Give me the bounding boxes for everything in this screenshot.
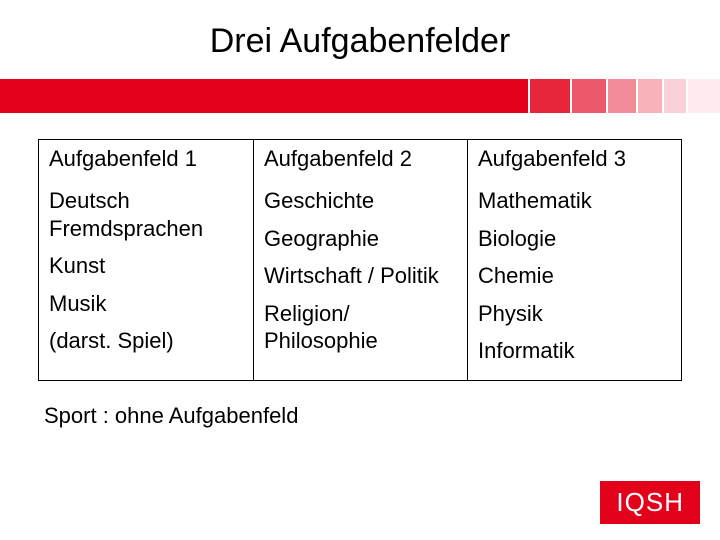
red-bar-segment <box>688 79 720 113</box>
col3-header: Aufgabenfeld 3 <box>478 146 671 182</box>
slide-title: Drei Aufgabenfelder <box>0 0 720 79</box>
table-row: Physik <box>478 295 671 333</box>
table-col-3: Aufgabenfeld 3 Mathematik Biologie Chemi… <box>468 139 682 381</box>
content-area: Aufgabenfeld 1 Deutsch Fremdsprachen Kun… <box>0 113 720 429</box>
aufgabenfelder-table: Aufgabenfeld 1 Deutsch Fremdsprachen Kun… <box>38 139 682 381</box>
table-row: Musik <box>49 285 243 323</box>
red-bar-main <box>0 79 528 113</box>
table-row: (darst. Spiel) <box>49 322 243 360</box>
red-bar-segment <box>638 79 662 113</box>
table-row: Geschichte <box>264 182 457 220</box>
table-row: Geographie <box>264 220 457 258</box>
red-bar-segment <box>572 79 606 113</box>
table-row: Wirtschaft / Politik <box>264 257 457 295</box>
table-col-2: Aufgabenfeld 2 Geschichte Geographie Wir… <box>254 139 468 381</box>
col1-header: Aufgabenfeld 1 <box>49 146 243 182</box>
footnote-text: Sport : ohne Aufgabenfeld <box>38 381 682 429</box>
table-row: Biologie <box>478 220 671 258</box>
decorative-red-bar <box>0 79 720 113</box>
red-bar-segment <box>530 79 570 113</box>
table-row: Chemie <box>478 257 671 295</box>
table-row: Kunst <box>49 247 243 285</box>
table-row: Mathematik <box>478 182 671 220</box>
col2-header: Aufgabenfeld 2 <box>264 146 457 182</box>
table-row: Informatik <box>478 332 671 370</box>
red-bar-segment <box>608 79 636 113</box>
iqsh-logo: IQSH <box>600 481 700 524</box>
table-row: Deutsch Fremdsprachen <box>49 182 243 247</box>
table-row: Religion/ Philosophie <box>264 295 457 360</box>
table-col-1: Aufgabenfeld 1 Deutsch Fremdsprachen Kun… <box>38 139 254 381</box>
red-bar-segment <box>664 79 686 113</box>
